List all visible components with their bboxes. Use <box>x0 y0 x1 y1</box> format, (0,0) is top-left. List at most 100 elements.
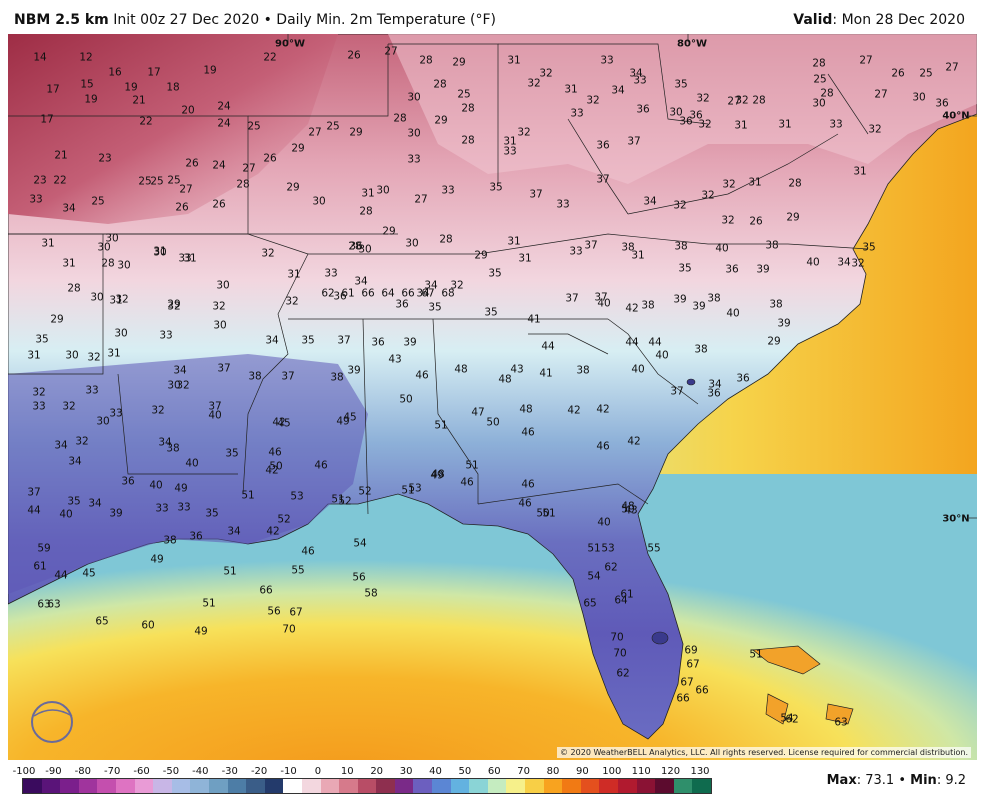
temperature-value: 32 <box>115 293 129 306</box>
temperature-value: 27 <box>859 54 873 67</box>
colorbar-segment <box>339 779 358 793</box>
temperature-value: 49 <box>336 415 350 428</box>
temperature-value: 34 <box>643 195 657 208</box>
temperature-value: 63 <box>37 598 51 611</box>
temperature-value: 62 <box>616 667 630 680</box>
temperature-value: 27 <box>874 88 888 101</box>
colorbar-segment <box>41 779 61 793</box>
temperature-value: 63 <box>834 716 848 729</box>
temperature-value: 30 <box>812 97 826 110</box>
max-min-summary: Max: 73.1 • Min: 9.2 <box>827 773 966 788</box>
temperature-value: 31 <box>41 237 55 250</box>
temperature-value: 44 <box>27 504 41 517</box>
temperature-value: 40 <box>655 349 669 362</box>
temperature-value: 36 <box>935 97 949 110</box>
colorbar-segment <box>134 779 154 793</box>
temperature-value: 32 <box>539 67 553 80</box>
temperature-value: 43 <box>624 504 638 517</box>
temperature-value: 32 <box>701 189 715 202</box>
temperature-value: 48 <box>454 363 468 376</box>
temperature-value: 65 <box>95 615 109 628</box>
temperature-value: 31 <box>361 187 375 200</box>
temperature-value: 26 <box>263 152 277 165</box>
temperature-value: 34 <box>158 436 172 449</box>
temperature-value: 27 <box>179 183 193 196</box>
temperature-value: 39 <box>109 507 123 520</box>
min-value: : 9.2 <box>936 773 966 788</box>
temperature-value: 23 <box>98 152 112 165</box>
temperature-value: 40 <box>715 242 729 255</box>
temperature-value: 38 <box>707 292 721 305</box>
temperature-value: 39 <box>403 336 417 349</box>
temperature-value: 38 <box>576 364 590 377</box>
temperature-value: 29 <box>286 181 300 194</box>
temperature-value: 38 <box>621 241 635 254</box>
colorbar-tick-label: 50 <box>458 766 472 777</box>
colorbar-tick-label: 90 <box>576 766 589 777</box>
temperature-value: 36 <box>189 530 203 543</box>
temperature-value: 42 <box>596 403 610 416</box>
temperature-value: 37 <box>584 239 598 252</box>
colorbar-segment <box>115 779 135 793</box>
temperature-value: 34 <box>837 256 851 269</box>
temperature-value: 70 <box>610 631 624 644</box>
colorbar-segment <box>543 779 563 793</box>
temperature-value: 46 <box>521 478 535 491</box>
temperature-value: 38 <box>163 534 177 547</box>
temperature-value: 35 <box>678 262 692 275</box>
temperature-value: 33 <box>600 54 614 67</box>
temperature-value: 54 <box>587 570 601 583</box>
temperature-value: 30 <box>97 241 111 254</box>
temperature-value: 45 <box>343 411 357 424</box>
temperature-value: 31 <box>183 252 197 265</box>
temperature-value: 69 <box>684 644 698 657</box>
temperature-value: 42 <box>625 302 639 315</box>
temperature-value: 37 <box>594 291 608 304</box>
temperature-value: 37 <box>670 385 684 398</box>
temperature-value: 32 <box>285 295 299 308</box>
valid-date: : Mon 28 Dec 2020 <box>832 12 965 28</box>
temperature-value: 49 <box>194 625 208 638</box>
temperature-value: 66 <box>401 287 415 300</box>
temperature-value: 19 <box>84 93 98 106</box>
temperature-value: 25 <box>150 175 164 188</box>
colorbar-tick-label: -60 <box>133 766 150 777</box>
temperature-value: 48 <box>498 373 512 386</box>
temperature-value: 42 <box>266 525 280 538</box>
temperature-value: 49 <box>150 553 164 566</box>
temperature-value: 28 <box>752 94 766 107</box>
temperature-value: 36 <box>636 103 650 116</box>
colorbar-segment <box>246 779 265 793</box>
temperature-value: 38 <box>641 299 655 312</box>
temperature-value: 28 <box>461 134 475 147</box>
temperature-value: 67 <box>289 606 303 619</box>
temperature-value: 32 <box>851 257 865 270</box>
temperature-value: 67 <box>680 676 694 689</box>
temperature-value: 29 <box>349 126 363 139</box>
temperature-value: 56 <box>352 571 366 584</box>
temperature-value: 30 <box>167 379 181 392</box>
colorbar-tick-label: 40 <box>429 766 442 777</box>
colorbar-segment <box>692 779 711 793</box>
temperature-value: 30 <box>407 127 421 140</box>
temperature-value: 35 <box>35 333 49 346</box>
temperature-value: 34 <box>424 279 438 292</box>
temperature-value: 61 <box>341 287 355 300</box>
temperature-value: 31 <box>518 252 532 265</box>
temperature-value: 53 <box>601 542 615 555</box>
temperature-value: 46 <box>301 545 315 558</box>
copyright-notice: © 2020 WeatherBELL Analytics, LLC. All r… <box>557 747 971 758</box>
colorbar-segment <box>264 779 284 793</box>
temperature-value: 22 <box>139 115 153 128</box>
temperature-value: 40 <box>208 409 222 422</box>
temperature-value: 54 <box>780 712 794 725</box>
temperature-value: 60 <box>141 619 155 632</box>
temperature-value: 20 <box>181 104 195 117</box>
colorbar-segment <box>506 779 526 793</box>
temperature-value: 59 <box>37 542 51 555</box>
temperature-map[interactable]: 14 12 16 17 19 22 26 27 28 29 31 32 33 34 33 28 27 26 25 27… <box>8 34 977 760</box>
temperature-value: 31 <box>507 235 521 248</box>
temperature-value: 61 <box>33 560 47 573</box>
temperature-value: 36 <box>333 290 347 303</box>
temperature-value: 27 <box>945 61 959 74</box>
